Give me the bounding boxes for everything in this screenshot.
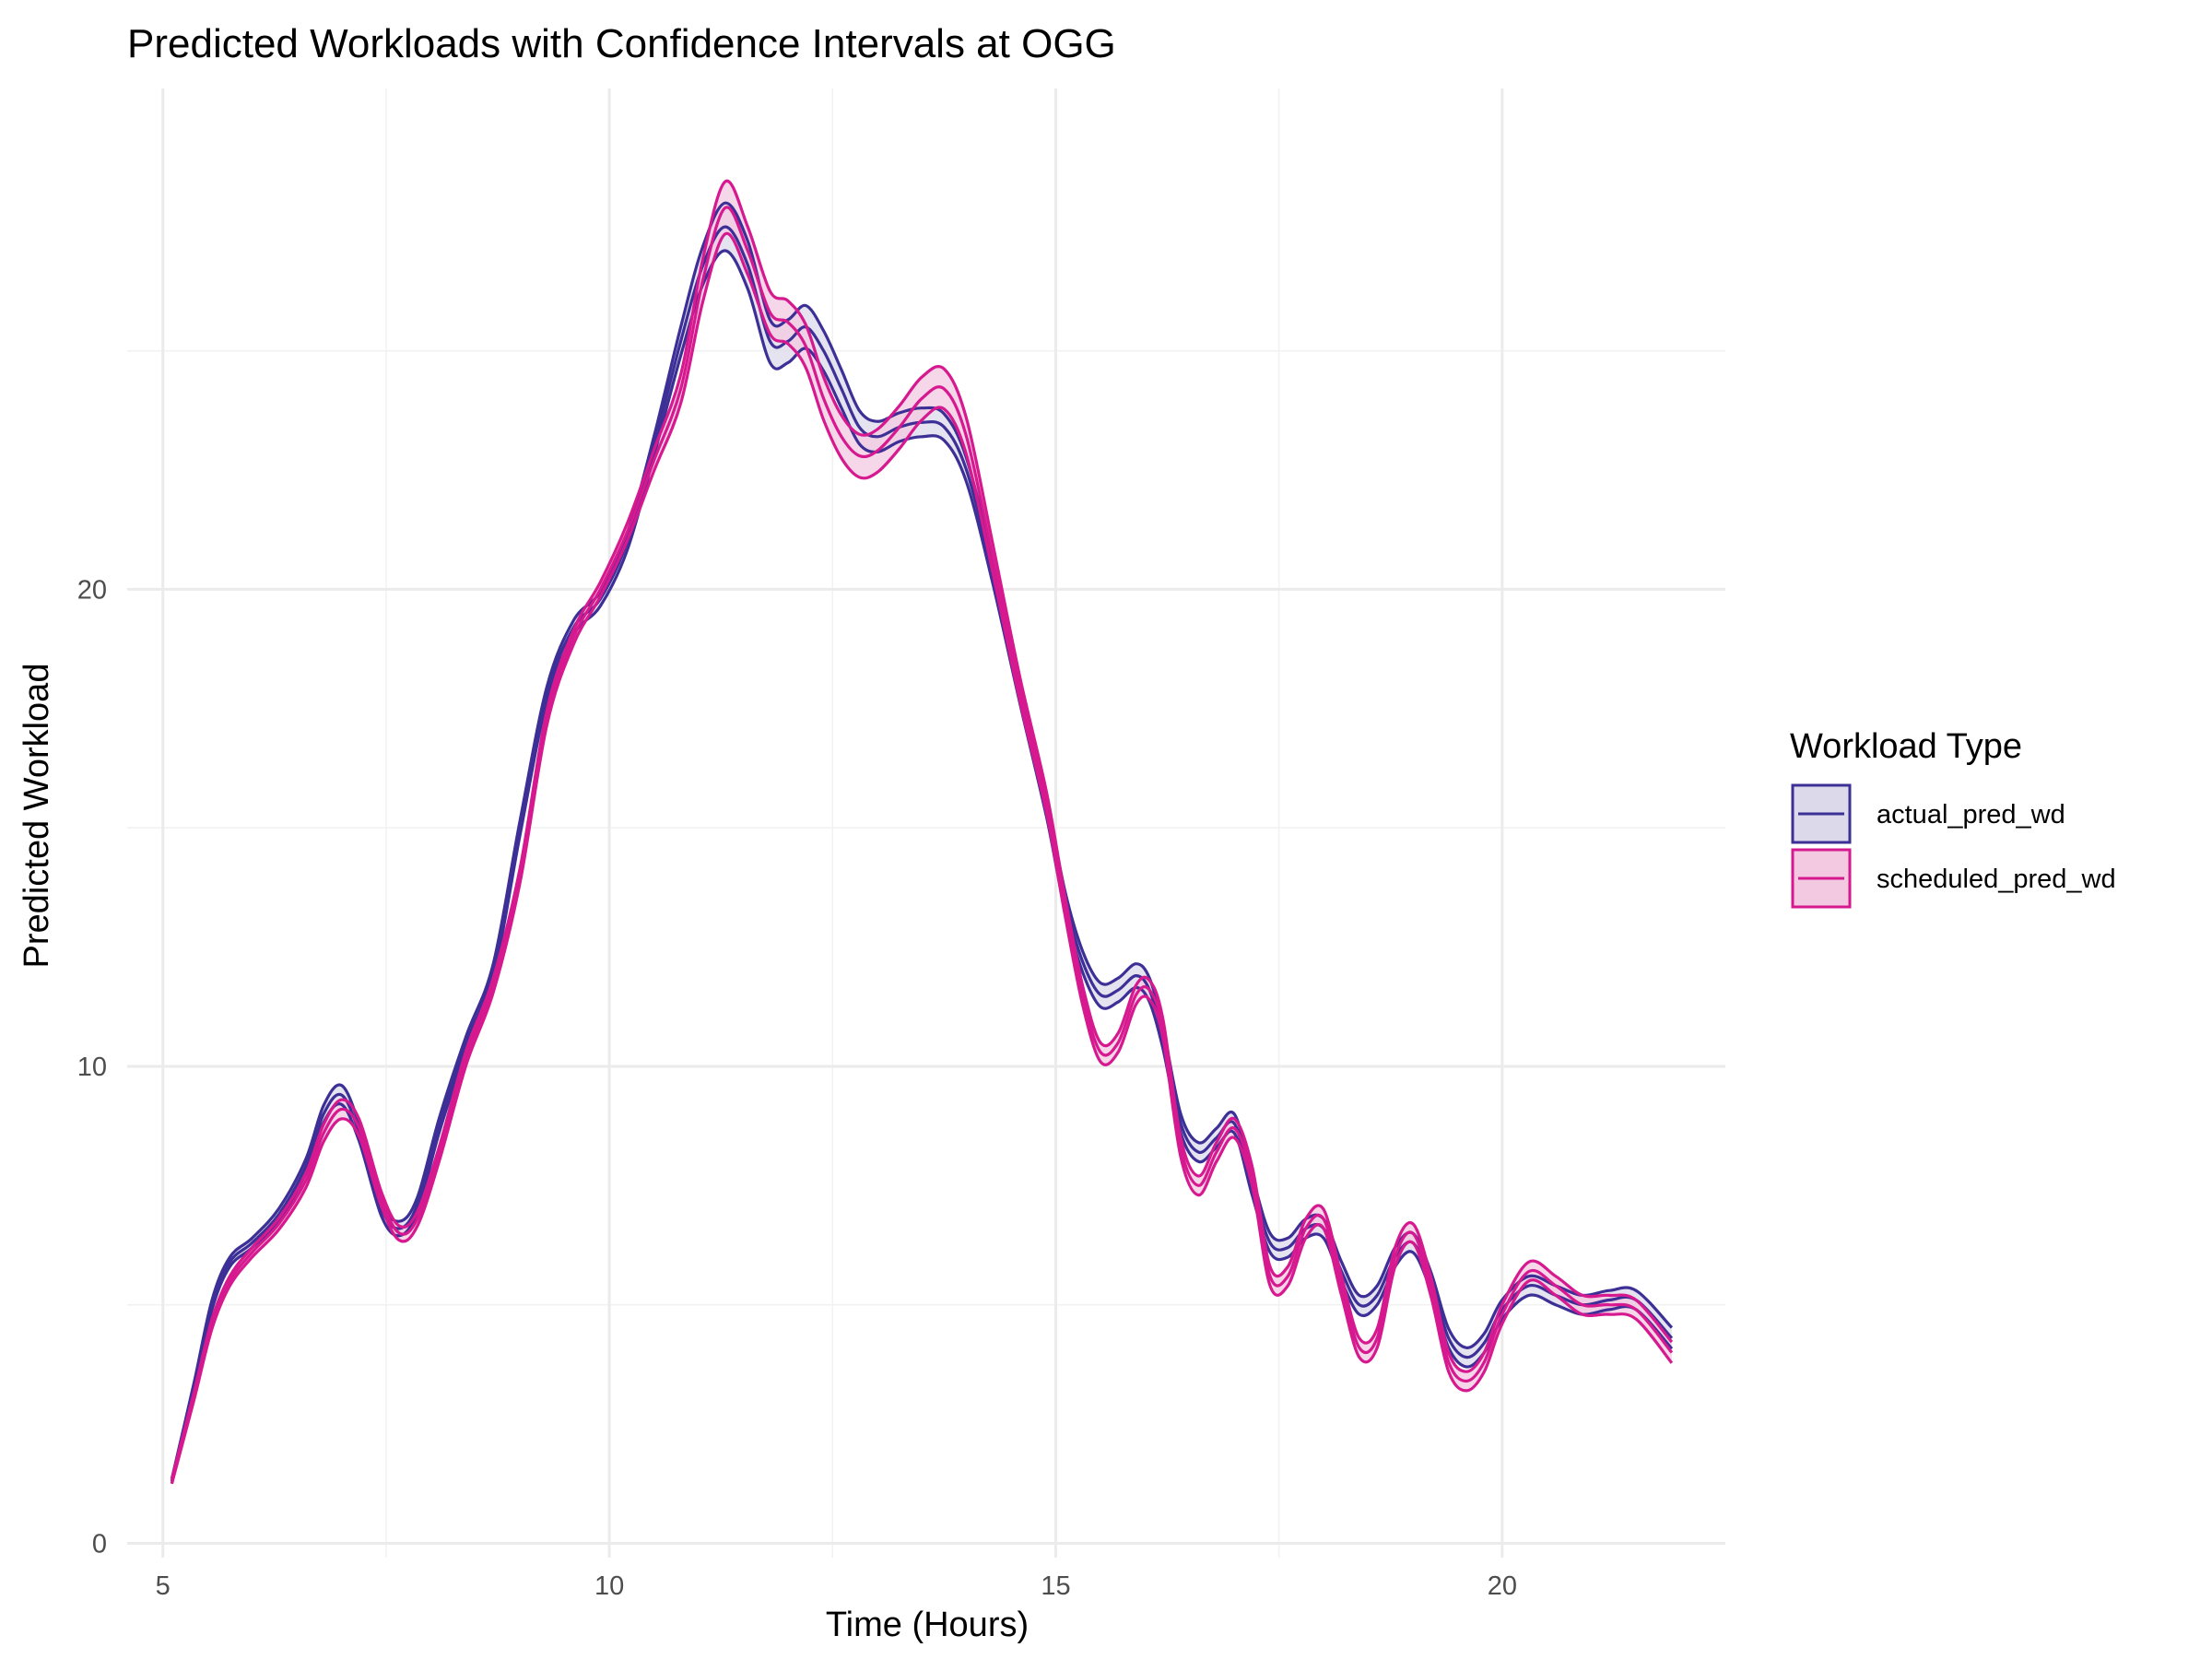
y-tick-label: 0	[92, 1529, 107, 1559]
x-tick-label: 5	[156, 1571, 171, 1601]
x-tick-label: 20	[1488, 1571, 1517, 1601]
x-tick-label: 15	[1041, 1571, 1070, 1601]
y-tick-label: 20	[77, 575, 107, 605]
x-tick-label: 10	[594, 1571, 624, 1601]
legend-item: actual_pred_wd	[1791, 783, 2065, 844]
actual_pred_wd-lower-line	[170, 249, 1674, 1485]
scheduled_pred_wd-upper-line	[170, 179, 1674, 1480]
x-axis-ticks: 5 10 15 20	[156, 1571, 1517, 1601]
legend-label: actual_pred_wd	[1877, 800, 2065, 830]
legend: Workload Type actual_pred_wd scheduled_pr…	[1790, 727, 2116, 909]
series-lines	[170, 179, 1674, 1485]
legend-items: actual_pred_wd scheduled_pred_wd	[1791, 783, 2116, 909]
legend-item: scheduled_pred_wd	[1791, 848, 2116, 909]
legend-label: scheduled_pred_wd	[1877, 865, 2116, 894]
actual_pred_wd-upper-line	[170, 201, 1674, 1479]
scheduled_pred_wd-lower-line	[170, 231, 1674, 1485]
actual_pred_wd-line	[170, 225, 1674, 1482]
y-axis-title: Predicted Workload	[18, 664, 56, 969]
y-axis-ticks: 0 10 20	[77, 575, 107, 1559]
scheduled_pred_wd-line	[170, 206, 1674, 1482]
x-axis-title: Time (Hours)	[826, 1606, 1029, 1644]
legend-title: Workload Type	[1790, 727, 2022, 766]
y-tick-label: 10	[77, 1053, 107, 1082]
chart-title: Predicted Workloads with Confidence Inte…	[127, 21, 1116, 66]
